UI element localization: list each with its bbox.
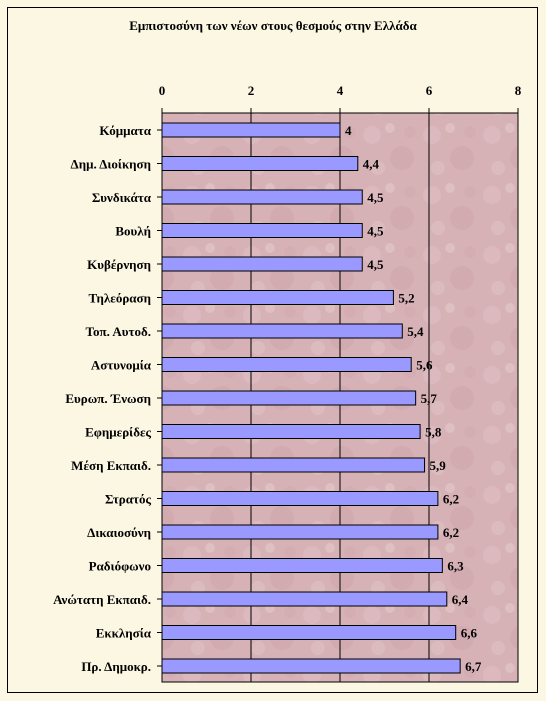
data-label: 6,3 [447, 559, 464, 574]
category-label: Δικαιοσύνη [87, 525, 151, 540]
bar [161, 357, 412, 372]
data-label: 4,5 [367, 257, 384, 272]
bar [161, 491, 439, 506]
x-tick-label: 6 [426, 83, 433, 98]
bar [161, 323, 403, 339]
category-label: Δημ. Διοίκηση [71, 157, 151, 172]
bar [161, 256, 363, 272]
category-label: Συνδικάτα [92, 190, 152, 205]
bar [161, 390, 417, 406]
category-label: Ευρωπ. Ένωση [65, 391, 151, 406]
bar [161, 524, 439, 540]
category-label: Εκκλησία [96, 626, 152, 641]
data-label: 5,4 [407, 324, 424, 339]
data-label: 4 [345, 123, 352, 138]
bar [161, 156, 359, 171]
category-label: Πρ. Δημοκρ. [81, 659, 151, 674]
data-label: 6,2 [443, 492, 459, 507]
data-label: 4,4 [363, 157, 380, 172]
data-label: 6,4 [452, 592, 469, 607]
category-label: Τοπ. Αυτοδ. [85, 324, 151, 339]
bar-series [161, 122, 461, 674]
x-tick-label: 0 [159, 83, 166, 98]
category-label: Κυβέρνηση [87, 257, 151, 272]
category-label: Βουλή [115, 224, 151, 239]
data-label: 5,6 [416, 358, 433, 373]
data-label: 6,7 [465, 659, 482, 674]
bar [161, 189, 363, 205]
category-label: Κόμματα [99, 123, 151, 138]
x-tick-label: 2 [248, 83, 255, 98]
data-label: 6,2 [443, 525, 459, 540]
bar [161, 457, 426, 473]
category-label: Αστυνομία [91, 358, 152, 373]
chart-title: Εμπιστοσύνη των νέων στους θεσμούς στην … [129, 18, 417, 33]
data-labels: 4 4,4 4,5 4,5 4,5 5,2 5,4 5,6 5,7 5,8 5,9 6,2 6,2 6,3… [345, 123, 482, 674]
category-label: Μέση Εκπαιδ. [71, 458, 151, 473]
data-label: 4,5 [367, 190, 384, 205]
bar [161, 122, 341, 138]
y-axis: Κόμματα Δημ. Διοίκηση Συνδικάτα Βουλή Κυβέρν… [53, 123, 162, 674]
category-label: Εφημερίδες [85, 425, 151, 440]
bar [161, 223, 363, 238]
category-label: Στρατός [105, 492, 152, 507]
bar [161, 424, 421, 439]
x-tick-label: 4 [337, 83, 344, 98]
x-axis: 0 2 4 6 8 [159, 83, 522, 114]
x-tick-label: 8 [515, 83, 522, 98]
bar [161, 290, 394, 305]
data-label: 4,5 [367, 224, 384, 239]
data-label: 5,9 [430, 458, 447, 473]
data-label: 5,7 [421, 391, 438, 406]
category-label: Τηλεόραση [89, 291, 152, 306]
bar [161, 658, 461, 674]
category-label: Ραδιόφωνο [89, 559, 151, 574]
bar [161, 591, 448, 607]
bar [161, 625, 457, 640]
bar [161, 558, 443, 573]
data-label: 6,6 [461, 626, 478, 641]
category-label: Ανώτατη Εκπαιδ. [53, 592, 151, 607]
data-label: 5,2 [398, 291, 414, 306]
data-label: 5,8 [425, 425, 442, 440]
